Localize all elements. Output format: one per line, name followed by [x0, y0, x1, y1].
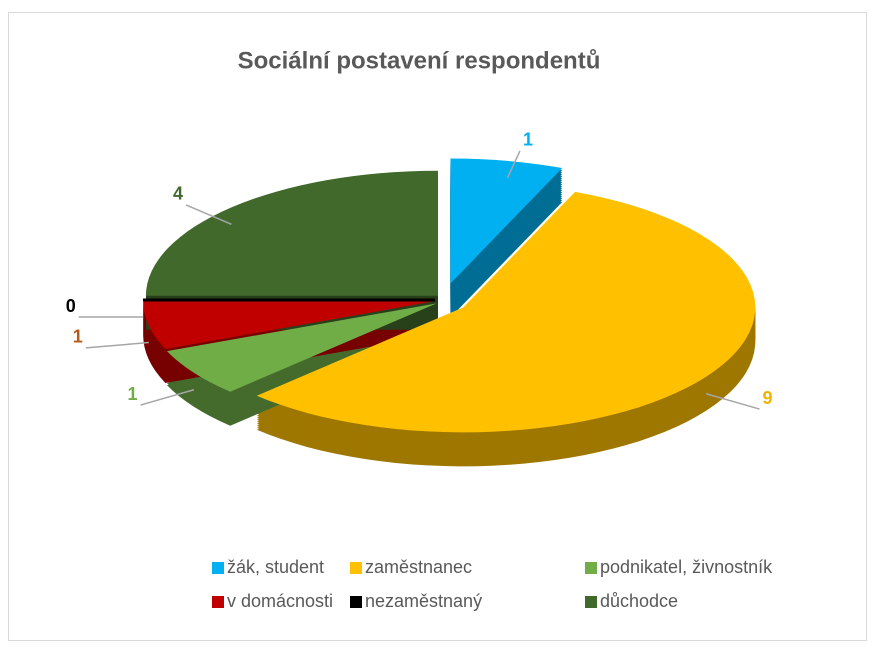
slice	[450, 158, 563, 284]
legend-label: podnikatel, živnostník	[600, 557, 773, 577]
data-label: 4	[173, 184, 183, 204]
data-label: 0	[66, 296, 76, 316]
data-label: 1	[523, 130, 533, 150]
legend-swatch	[212, 596, 224, 608]
data-label: 9	[762, 388, 772, 408]
pie	[143, 158, 756, 467]
legend-label: žák, student	[227, 557, 324, 577]
legend-swatch	[585, 596, 597, 608]
legend-swatch	[350, 596, 362, 608]
legend-swatch	[212, 562, 224, 574]
legend-swatch	[350, 562, 362, 574]
leader-line	[140, 389, 195, 406]
slice	[256, 191, 756, 433]
legend-label: důchodce	[600, 591, 678, 611]
leader-line	[506, 150, 521, 179]
leader-line	[85, 341, 149, 349]
data-label: 1	[127, 384, 137, 404]
slice	[143, 301, 436, 350]
data-label: 1	[73, 327, 83, 347]
slice	[145, 170, 438, 296]
legend-label: nezaměstnaný	[365, 591, 482, 611]
legend-label: zaměstnanec	[365, 557, 472, 577]
leader-line	[705, 393, 760, 410]
legend-label: v domácnosti	[227, 591, 333, 611]
slice	[166, 303, 437, 392]
leader-line	[185, 204, 232, 226]
legend-swatch	[585, 562, 597, 574]
chart-title: Sociální postavení respondentů	[238, 47, 601, 74]
